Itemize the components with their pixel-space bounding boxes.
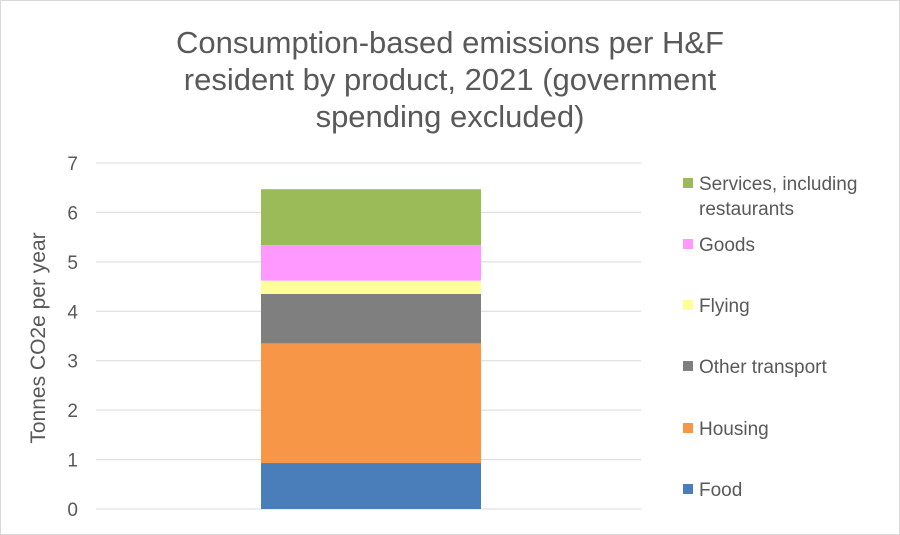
y-tick-label-6: 6 [67, 203, 78, 224]
legend-label-flying: Flying [699, 296, 750, 317]
y-axis-label: Tonnes CO2e per year [27, 232, 50, 443]
chart-title-line-3: spending excluded) [316, 99, 585, 134]
legend-swatch-other-transport [683, 361, 693, 371]
y-tick-label-4: 4 [67, 302, 78, 323]
y-tick-label-2: 2 [67, 401, 78, 422]
legend-swatch-food [683, 484, 693, 494]
chart-title: Consumption-based emissions per H&Fresid… [176, 25, 724, 134]
bar-segment-goods [261, 245, 481, 281]
y-tick-label-3: 3 [67, 352, 78, 373]
legend-label-goods: Goods [699, 235, 755, 256]
y-tick-label-1: 1 [67, 451, 78, 472]
y-tick-label-0: 0 [67, 500, 78, 521]
legend-swatch-services-including-restaurants [683, 178, 693, 188]
bar-segment-services-including-restaurants [261, 189, 481, 246]
y-axis-label-group: Tonnes CO2e per year [27, 232, 50, 443]
y-axis-ticks: 0 1 2 3 4 5 6 7 [67, 154, 78, 521]
chart-title-line-2: resident by product, 2021 (government [184, 62, 717, 97]
legend-swatch-goods [683, 239, 693, 249]
legend: Services, including restaurants Goods Flyin… [683, 174, 857, 501]
bar-segment-housing [261, 343, 481, 464]
legend-swatch-flying [683, 300, 693, 310]
y-tick-label-7: 7 [67, 154, 78, 175]
bar-segment-flying [261, 280, 481, 294]
legend-label-housing: Housing [699, 419, 769, 440]
bar-stack [261, 189, 481, 509]
bar-segment-food [261, 463, 481, 509]
chart-title-line-1: Consumption-based emissions per H&F [176, 25, 724, 60]
legend-swatch-housing [683, 423, 693, 433]
legend-label-services-including-restaurants-line-2: restaurants [699, 199, 794, 220]
bar-segment-other-transport [261, 293, 481, 344]
legend-label-food: Food [699, 480, 742, 501]
legend-label-other-transport: Other transport [699, 357, 827, 378]
legend-label-services-including-restaurants-line-1: Services, including [699, 174, 857, 195]
y-tick-label-5: 5 [67, 253, 78, 274]
